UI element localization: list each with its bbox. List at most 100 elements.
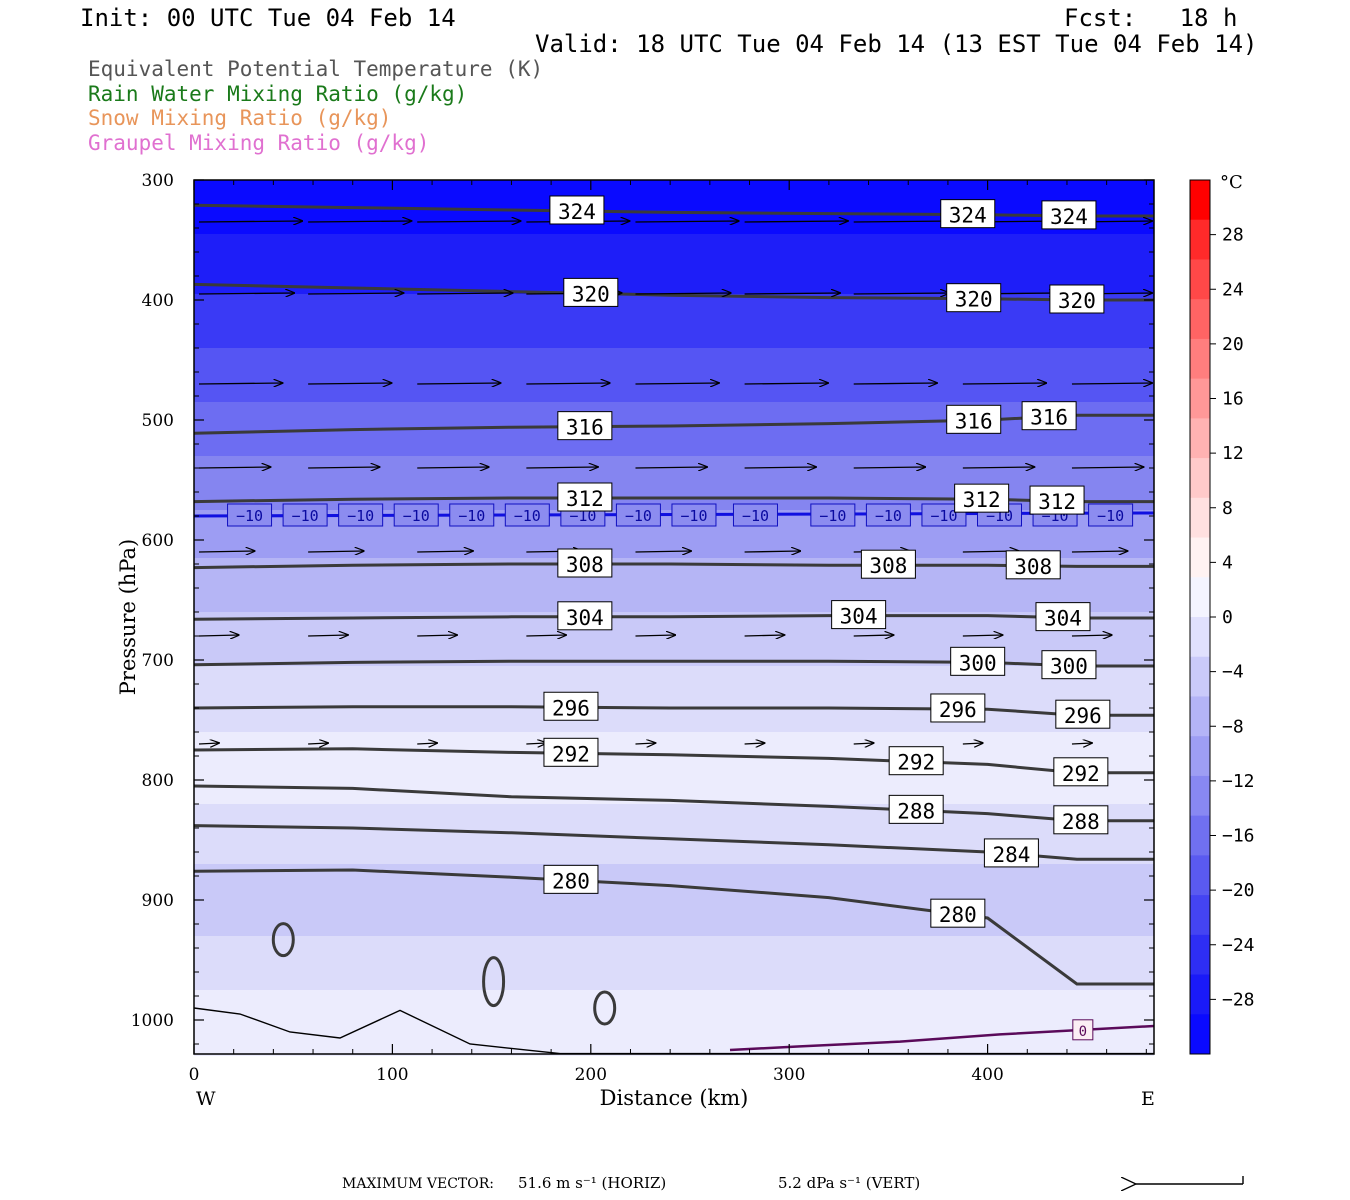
colorbar-swatch-5 xyxy=(1190,378,1210,419)
plot-frame xyxy=(193,179,1155,1055)
wind-vector-1-1 xyxy=(308,293,403,294)
colorbar-swatch-8 xyxy=(1190,497,1210,539)
wind-vector-4-1 xyxy=(308,551,364,552)
isotherm-label-12: −10 xyxy=(930,507,957,525)
theta-e-label-box-300-0 xyxy=(950,646,1006,676)
isotherm-label-box-5 xyxy=(504,503,550,527)
colorbar-swatch-16 xyxy=(1190,815,1210,856)
x-tick-label-200: 200 xyxy=(575,1065,607,1085)
init-time: Init: 00 UTC Tue 04 Feb 14 xyxy=(80,4,456,32)
colorbar-swatch-10 xyxy=(1190,577,1210,618)
theta-e-label-284-0: 284 xyxy=(992,843,1030,867)
theta-e-label-box-304-0 xyxy=(557,601,613,631)
theta-e-label-box-312-2 xyxy=(1029,485,1085,515)
theta-e-label-box-324-0 xyxy=(549,195,605,225)
x-tick-label-0: 0 xyxy=(189,1065,200,1085)
colorbar: 28 24 20 16 12 8 4 0 −4 −8 −12 −16 −20 −24 −28 xyxy=(1189,179,1255,1055)
max-vector-vert: 5.2 dPa s⁻¹ (VERT) xyxy=(778,1174,921,1192)
terrain-line xyxy=(193,1007,1154,1055)
x-axis-label: Distance (km) xyxy=(600,1086,749,1110)
y-tick-label-400: 400 xyxy=(142,291,174,311)
theta-e-label-box-288-1 xyxy=(1053,805,1109,835)
theta-e-label-box-296-0 xyxy=(543,691,599,721)
wind-vector-6-7 xyxy=(962,743,983,744)
y-tick-label-300: 300 xyxy=(142,171,174,191)
shading-band-7 xyxy=(194,558,1154,612)
wind-vector-3-3 xyxy=(526,467,597,468)
colorbar-tick-label-14: −28 xyxy=(1222,989,1255,1010)
theta-e-label-296-2: 296 xyxy=(1064,704,1102,728)
theta-e-label-308-2: 308 xyxy=(1014,555,1052,579)
y-axis-label: Pressure (hPa) xyxy=(116,539,140,695)
axes: 300 400 500 600 700 800 900 1000 0 100 200 300 400 xyxy=(131,171,1155,1085)
isotherm-label-box-15 xyxy=(1088,503,1134,527)
theta-e-label-296-0: 296 xyxy=(552,696,590,720)
theta-e-label-box-304-1 xyxy=(831,600,887,630)
isotherm-label-box-2 xyxy=(338,503,384,527)
theta-e-label-box-316-1 xyxy=(946,404,1002,434)
isotherm-label-box-7 xyxy=(615,503,661,527)
theta-e-label-box-308-2 xyxy=(1005,550,1061,580)
temperature-shading xyxy=(194,180,1154,1056)
theta-e-label-box-324-1 xyxy=(940,199,996,229)
theta-e-label-box-296-1 xyxy=(930,693,986,723)
isotherm-label-box-8 xyxy=(671,503,717,527)
wind-vector-5-6 xyxy=(853,635,894,636)
theta-e-label-box-284-0 xyxy=(983,838,1039,868)
colorbar-swatch-14 xyxy=(1190,736,1210,777)
colorbar-swatch-13 xyxy=(1190,696,1210,737)
theta-e-label-box-308-0 xyxy=(557,548,613,578)
theta-e-label-324-2: 324 xyxy=(1050,205,1088,229)
legend-snow: Snow Mixing Ratio (g/kg) xyxy=(88,106,392,130)
wind-vector-1-5 xyxy=(744,293,840,294)
theta-e-label-box-304-2 xyxy=(1035,602,1091,632)
wind-vector-0-6 xyxy=(853,221,957,222)
colorbar-tick-label-13: −24 xyxy=(1222,935,1255,956)
wind-vector-6-6 xyxy=(853,743,874,744)
x-tick-label-400: 400 xyxy=(971,1065,1003,1085)
y-tick-label-600: 600 xyxy=(142,531,174,551)
y-tick-label-700: 700 xyxy=(142,651,174,671)
theta-e-label-box-312-1 xyxy=(954,483,1010,513)
wind-vector-5-1 xyxy=(308,635,348,636)
theta-e-closed-contour-0 xyxy=(271,922,295,958)
theta-e-label-300-0: 300 xyxy=(959,651,997,675)
colorbar-swatch-15 xyxy=(1190,775,1210,817)
colorbar-tick-label-0: 28 xyxy=(1222,225,1244,246)
wind-vector-3-1 xyxy=(308,467,379,468)
colorbar-tick-label-5: 8 xyxy=(1222,498,1233,519)
theta-e-label-324-0: 324 xyxy=(558,200,596,224)
east-label: E xyxy=(1141,1088,1155,1110)
wind-vector-2-1 xyxy=(308,383,391,384)
terrain-outline xyxy=(193,1007,1154,1055)
wind-vector-1-4 xyxy=(635,293,730,294)
wind-vector-5-2 xyxy=(417,635,457,636)
shading-band-8 xyxy=(194,612,1154,666)
theta-e-label-box-280-1 xyxy=(930,898,986,928)
colorbar-tick-label-11: −16 xyxy=(1222,826,1255,847)
shading-band-10 xyxy=(194,732,1154,804)
wind-vector-0-1 xyxy=(308,221,411,222)
isotherm-label-box-0 xyxy=(227,503,273,527)
colorbar-tick-label-6: 4 xyxy=(1222,552,1233,573)
theta-e-label-304-1: 304 xyxy=(840,605,878,629)
isotherm-label-box-1 xyxy=(282,503,328,527)
wind-vector-2-8 xyxy=(1071,383,1152,384)
y-tick-label-800: 800 xyxy=(142,771,174,791)
theta-e-closed-contour-1 xyxy=(482,956,506,1008)
wind-vector-6-2 xyxy=(417,743,437,744)
theta-e-label-292-0: 292 xyxy=(552,742,590,766)
isotherm-label-0: −10 xyxy=(236,507,263,525)
colorbar-swatch-0 xyxy=(1190,180,1210,221)
isotherm-zero-label-box xyxy=(1072,1019,1094,1041)
contour-labels: 324 324 324 320 320 320 316 316 316 312 312 312 308 3… xyxy=(543,195,1111,928)
isotherm-label-box-11 xyxy=(865,503,911,527)
colorbar-swatch-21 xyxy=(1190,1014,1210,1055)
theta-e-label-324-1: 324 xyxy=(949,204,987,228)
wind-vector-4-8 xyxy=(1071,551,1128,552)
isotherm-label-5: −10 xyxy=(514,507,541,525)
x-tick-label-100: 100 xyxy=(376,1065,408,1085)
wind-vector-5-8 xyxy=(1071,635,1112,636)
theta-e-label-box-308-1 xyxy=(860,549,916,579)
wind-vector-3-6 xyxy=(853,467,925,468)
